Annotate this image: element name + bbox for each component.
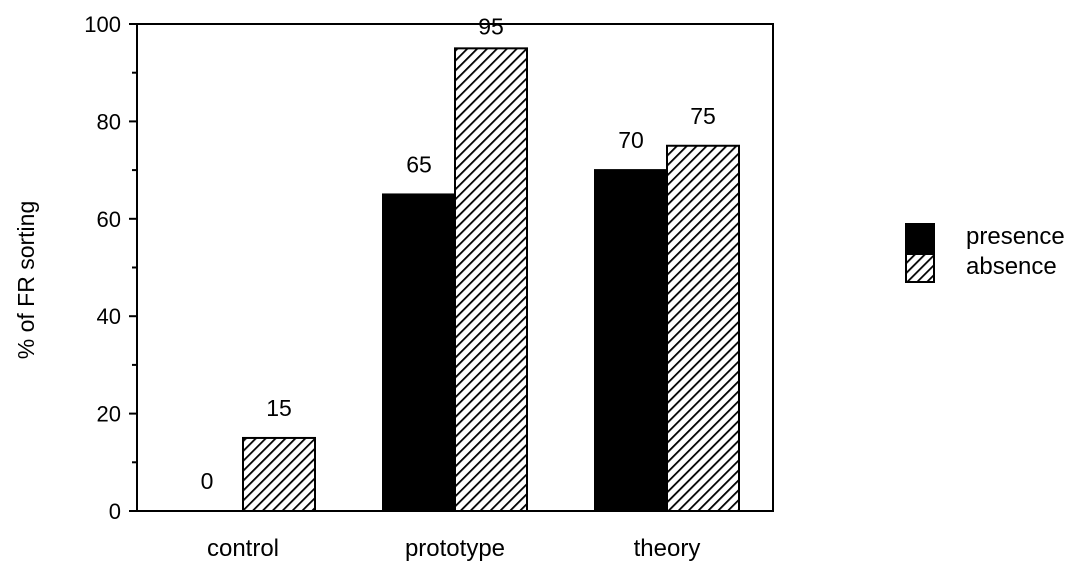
x-category-label: theory <box>634 535 701 562</box>
label-background <box>467 10 515 41</box>
y-tick-label: 40 <box>97 304 121 329</box>
y-axis-title: % of FR sorting <box>13 201 39 360</box>
y-tick-label: 60 <box>97 207 121 232</box>
bar-value-label: 95 <box>478 13 504 39</box>
x-axis-labels: control prototype theory <box>207 535 700 562</box>
bar-absence-theory <box>666 144 740 512</box>
bar-absence-control <box>242 436 316 513</box>
bar-value-label: 70 <box>618 127 644 153</box>
x-category-label: control <box>207 535 279 562</box>
bar-value-label: 0 <box>201 468 214 494</box>
legend: presence absence <box>905 223 1065 283</box>
y-tick-label: 100 <box>84 12 121 37</box>
bar-presence-theory <box>594 169 668 512</box>
y-axis-ticks: 0 20 40 60 80 100 <box>84 12 137 524</box>
y-tick-label: 0 <box>109 499 121 524</box>
bar-value-label: 65 <box>406 151 432 177</box>
bar-value-label: 75 <box>690 103 716 129</box>
legend-label-presence: presence <box>966 223 1065 250</box>
bar-value-labels: 0 15 65 95 70 75 <box>201 10 716 494</box>
plot-frame <box>136 23 774 512</box>
legend-swatch-absence <box>905 253 935 283</box>
bar-value-label: 15 <box>266 395 292 421</box>
bar-absence-prototype <box>454 47 528 512</box>
bars <box>242 47 740 513</box>
y-tick-label: 80 <box>97 109 121 134</box>
legend-label-absence: absence <box>966 253 1057 280</box>
x-category-label: prototype <box>405 535 505 562</box>
legend-swatch-presence <box>905 223 935 253</box>
bar-presence-prototype <box>382 193 456 512</box>
y-tick-label: 20 <box>97 402 121 427</box>
